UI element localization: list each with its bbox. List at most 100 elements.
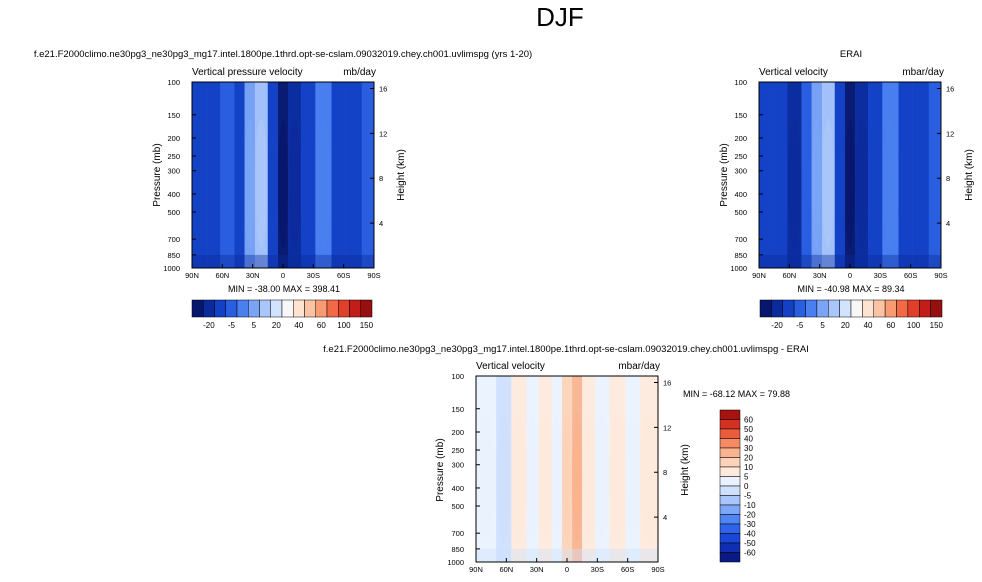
axis-ticks: 90N 60N 30N 0 30S 60S 90S 100 150 200 250 300 400 500… (163, 78, 387, 280)
colorbar-label: -5 (796, 321, 804, 330)
value-lobe (572, 412, 582, 543)
colorbar-label: -10 (744, 501, 756, 510)
surface-band (759, 254, 941, 268)
colorbar-swatch (719, 466, 741, 477)
units-label: mb/day (343, 67, 376, 78)
x-tick-label: 90N (185, 271, 199, 280)
colorbar-swatch (360, 299, 373, 318)
value-lobe (883, 118, 898, 249)
x-tick-label: 60N (215, 271, 229, 280)
value-lobe (562, 412, 572, 543)
panel-title: ERAI (840, 49, 862, 60)
y2-tick-label: 12 (379, 129, 387, 138)
heatmap-plot (758, 81, 942, 269)
value-band (267, 82, 278, 268)
y-tick-label: 700 (167, 235, 180, 244)
y-axis-label: Pressure (mb) (152, 143, 163, 206)
colorbar-label: 100 (907, 321, 921, 330)
y2-tick-label: 16 (946, 84, 954, 93)
colorbar-label: 60 (744, 416, 753, 425)
y2-tick-label: 12 (946, 129, 954, 138)
y-tick-label: 100 (734, 78, 747, 87)
colorbar-swatch (862, 299, 874, 318)
value-band (759, 82, 775, 268)
x-tick-label: 60S (904, 271, 917, 280)
colorbar-swatch (225, 299, 238, 318)
colorbar-swatch (907, 299, 920, 318)
page-title: DJF (536, 2, 584, 32)
colorbar-label: 150 (930, 321, 944, 330)
x-tick-label: 60N (782, 271, 796, 280)
x-tick-label: 90S (651, 565, 664, 574)
colorbar-swatch (782, 299, 795, 318)
y-tick-label: 200 (167, 134, 180, 143)
variable-label: Vertical velocity (476, 361, 545, 372)
colorbar-label: 5 (820, 321, 825, 330)
colorbar-label: -30 (744, 520, 756, 529)
colorbar-swatch (719, 504, 741, 515)
y-tick-label: 300 (734, 167, 747, 176)
min-max-stats: MIN = -40.98 MAX = 89.34 (797, 284, 904, 294)
colorbar-swatch (719, 438, 741, 449)
y-tick-label: 100 (451, 372, 464, 381)
y-tick-label: 200 (451, 428, 464, 437)
value-lobe (278, 118, 288, 249)
y-tick-label: 150 (451, 405, 464, 414)
colorbar-label: 5 (744, 473, 749, 482)
y-tick-label: 300 (167, 167, 180, 176)
colorbar-swatch (203, 299, 215, 318)
value-lobe (788, 118, 801, 249)
value-band (834, 82, 845, 268)
value-lobe (610, 412, 625, 543)
colorbar-swatch (884, 299, 897, 318)
colorbar-label: 40 (744, 435, 753, 444)
min-max-stats: MIN = -38.00 MAX = 398.41 (228, 284, 340, 294)
min-max-stats: MIN = -68.12 MAX = 79.88 (683, 389, 790, 399)
colorbar-swatch (771, 299, 783, 318)
y2-tick-label: 8 (946, 174, 950, 183)
y-tick-label: 400 (451, 484, 464, 493)
colorbar-swatch (719, 447, 741, 458)
y-tick-label: 700 (734, 235, 747, 244)
y-tick-label: 100 (167, 78, 180, 87)
value-band (192, 82, 208, 268)
colorbar-swatch (719, 476, 741, 487)
y-axis-label: Pressure (mb) (719, 143, 730, 206)
colorbar-swatch (896, 299, 909, 318)
colorbar-swatch (293, 299, 305, 318)
value-lobe (812, 118, 822, 249)
y-tick-label: 700 (451, 529, 464, 538)
x-tick-label: 90S (367, 271, 380, 280)
colorbar-swatch (719, 523, 741, 534)
x-tick-label: 90N (469, 565, 483, 574)
colorbar-label: 60 (886, 321, 895, 330)
colorbar: -20 -5 5 20 40 60 100 150 (191, 299, 374, 330)
colorbar-swatch (719, 428, 741, 439)
panel-diff: f.e21.F2000climo.ne30pg3_ne30pg3_mg17.in… (323, 344, 809, 574)
value-lobe (288, 118, 301, 249)
colorbar-swatch (326, 299, 339, 318)
value-band (801, 82, 812, 268)
y-tick-label: 250 (167, 152, 180, 161)
units-label: mbar/day (902, 67, 944, 78)
value-lobe (527, 412, 539, 543)
x-tick-label: 30S (591, 565, 604, 574)
y-tick-label: 1000 (730, 264, 747, 273)
value-band (220, 82, 235, 268)
panel-title: f.e21.F2000climo.ne30pg3_ne30pg3_mg17.in… (323, 344, 809, 355)
value-band (331, 82, 346, 268)
x-tick-label: 30S (874, 271, 887, 280)
y-axis-label: Pressure (mb) (435, 438, 446, 501)
colorbar-label: 40 (864, 321, 873, 330)
colorbar-swatch (259, 299, 271, 318)
variable-label: Vertical velocity (759, 67, 828, 78)
axis-ticks: 90N 60N 30N 0 30S 60S 90S 100 150 200 250 300 400 500… (730, 78, 954, 280)
y2-tick-label: 8 (663, 468, 667, 477)
value-lobe (596, 412, 609, 543)
x-tick-label: 60S (337, 271, 350, 280)
colorbar-label: -20 (771, 321, 783, 330)
y-tick-label: 1000 (447, 558, 464, 567)
colorbar-swatch (839, 299, 852, 318)
x-tick-label: 90S (934, 271, 947, 280)
